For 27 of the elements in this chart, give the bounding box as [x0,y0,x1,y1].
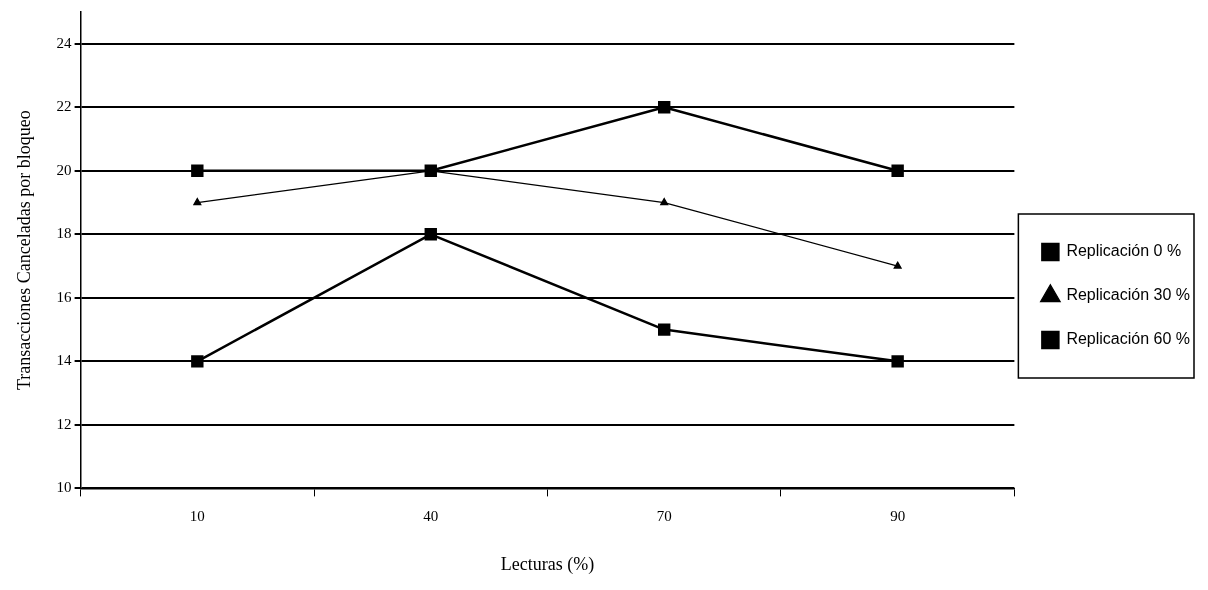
y-tick-label: 22 [56,98,72,115]
point [193,197,202,206]
legend-label: Replicación 30 % [1066,286,1190,304]
point [424,228,437,241]
y-tick-label: 16 [56,288,73,305]
y-tick-label: 14 [56,352,73,369]
y-tick-label: 18 [56,225,72,242]
point [891,355,904,368]
y-tick-label: 24 [56,34,73,51]
x-tick-label: 70 [656,508,672,525]
y-axis-title: Transacciones Canceladas por bloqueo [13,110,34,391]
point [658,323,671,336]
point [891,164,904,177]
x-tick-label: 10 [189,508,205,525]
point [191,164,204,177]
y-tick-label: 10 [56,479,72,496]
point [660,197,669,206]
legend-label: Replicación 0 % [1066,242,1182,260]
point [191,355,204,368]
x-axis-title: Lecturas (%) [500,553,595,575]
point [893,261,902,269]
y-tick-label: 12 [56,415,72,432]
point [658,101,671,114]
legend-label: Replicación 60 % [1066,330,1190,348]
y-tick-label: 20 [56,161,72,178]
x-tick-label: 40 [423,508,439,525]
x-tick-label: 90 [890,508,906,525]
